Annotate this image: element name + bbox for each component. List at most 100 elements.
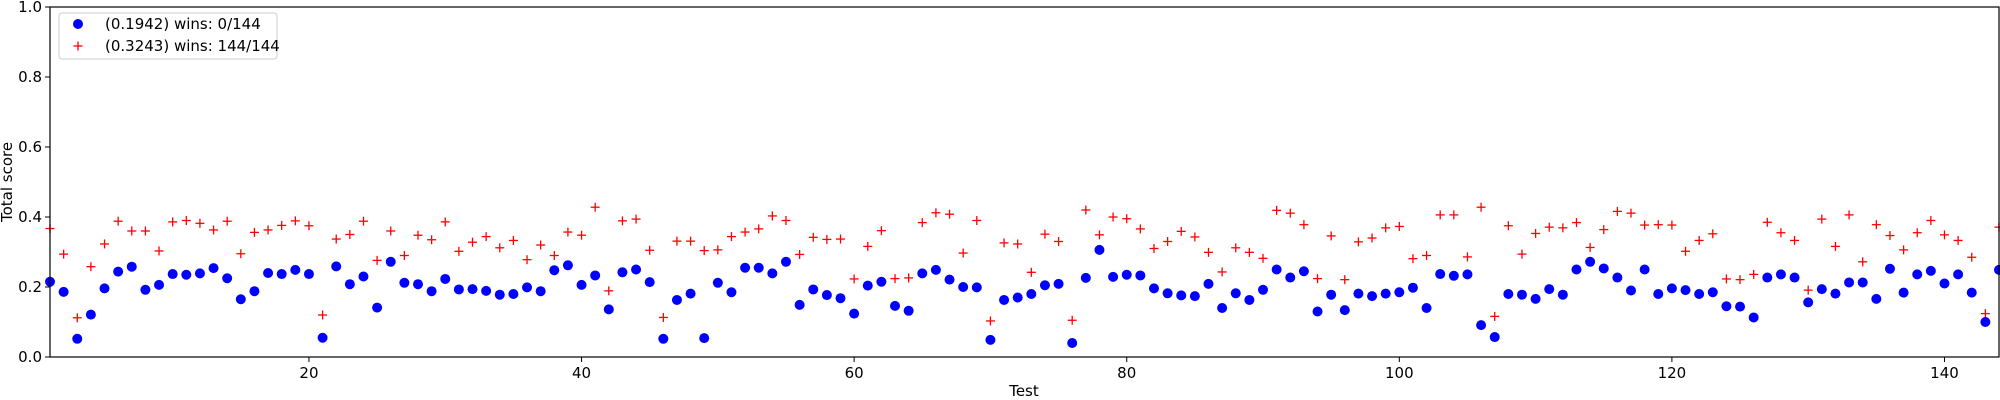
series-1-point	[1080, 272, 1091, 283]
series-2-point	[1640, 220, 1650, 230]
series-1-point	[1394, 287, 1405, 298]
series-2-point	[386, 226, 396, 236]
series-1-point	[631, 264, 642, 275]
series-1-point	[1721, 301, 1732, 312]
series-2-point	[222, 216, 232, 226]
series-2-point	[1163, 237, 1173, 246]
series-2-point	[863, 241, 873, 251]
series-2-point	[1040, 229, 1050, 239]
series-1-point	[303, 269, 314, 280]
series-2-point	[1708, 229, 1718, 239]
series-2-point	[549, 251, 559, 260]
series-1-point	[699, 333, 710, 344]
series-2-point	[1094, 230, 1104, 240]
series-1-point	[1925, 265, 1936, 276]
series-2-point	[1585, 242, 1595, 252]
series-2-point	[631, 214, 641, 224]
series-1-point	[1176, 290, 1187, 301]
series-2-point	[836, 234, 846, 244]
series-1-point	[944, 274, 955, 285]
series-1-point	[399, 277, 410, 288]
series-1-point	[249, 286, 260, 297]
series-1-point	[1407, 282, 1418, 293]
series-2-point	[536, 240, 546, 250]
series-1-point	[1026, 289, 1037, 299]
series-2-point	[1612, 206, 1622, 216]
series-2-point	[399, 251, 409, 260]
series-2-point	[767, 211, 777, 221]
series-1-point	[290, 264, 301, 275]
series-2-point	[1122, 214, 1132, 224]
legend-marker-series-2	[73, 41, 83, 51]
series-1-point	[1189, 291, 1200, 302]
series-2-point	[522, 255, 532, 265]
series-2-point	[1653, 220, 1663, 230]
series-1-point	[1789, 272, 1800, 283]
series-1-point	[549, 265, 560, 276]
series-2-point	[904, 273, 914, 283]
series-2-point	[699, 246, 709, 256]
series-1-point	[753, 262, 764, 273]
series-2-point	[1394, 221, 1404, 231]
legend-box	[58, 12, 278, 60]
series-1-point	[126, 261, 137, 272]
series-2-point	[140, 226, 150, 236]
series-2-point	[318, 310, 328, 320]
x-axis-ticks: 20 40 60 80 100 120 140	[299, 357, 1959, 382]
y-axis-label: Total score	[0, 142, 16, 223]
series-2-point	[1299, 220, 1309, 230]
series-1-point	[1039, 280, 1050, 291]
series-2-point	[1980, 309, 1990, 319]
series-2-point	[1340, 275, 1350, 285]
series-2-point	[440, 217, 450, 227]
series-1-point	[467, 284, 478, 295]
series-2-point	[1149, 244, 1159, 253]
series-2-point	[958, 248, 968, 258]
series-1-point	[617, 267, 628, 278]
series-1-point	[1816, 284, 1827, 295]
series-2-point	[1244, 247, 1254, 257]
series-1-point	[1939, 278, 1950, 289]
series-1-point	[426, 286, 437, 297]
series-2-point	[249, 227, 259, 237]
series-2-point	[495, 243, 505, 253]
series-1-point	[917, 268, 928, 279]
series-1-point	[1312, 306, 1323, 317]
series-1-point	[481, 285, 492, 296]
series-1-point	[235, 294, 246, 305]
series-2-point	[617, 216, 627, 226]
series-2-point	[686, 236, 696, 246]
series-2-point	[972, 216, 982, 225]
series-1-point	[603, 304, 614, 315]
x-tick-label: 40	[572, 364, 591, 382]
y-tick-label: 1.0	[18, 0, 42, 16]
series-2-point	[290, 216, 300, 226]
series-2-point	[1462, 252, 1472, 262]
series-2-point	[672, 236, 682, 246]
series-2-point	[917, 218, 927, 228]
series-1-point	[1271, 264, 1282, 275]
series-1-point	[1626, 285, 1637, 296]
series-2-point	[1776, 228, 1786, 238]
series-2-point	[754, 224, 764, 234]
y-tick-label: 0.2	[18, 278, 42, 296]
series-1-point	[726, 287, 737, 298]
series-1-point	[208, 263, 219, 274]
series-1-point	[1884, 263, 1895, 274]
series-1-point	[1230, 288, 1241, 299]
series-1-point	[576, 279, 587, 290]
series-1-point	[821, 290, 832, 301]
series-1-point	[1980, 317, 1991, 327]
series-1-point	[671, 294, 682, 305]
series-2-point	[1544, 222, 1554, 232]
x-tick-label: 140	[1930, 364, 1959, 382]
series-1-point	[372, 302, 383, 313]
series-2-point	[945, 209, 955, 219]
series-2-point	[563, 227, 573, 237]
series-1-point	[1244, 294, 1255, 305]
series-1-point	[194, 268, 205, 279]
series-1-point	[1571, 264, 1582, 275]
series-1-point	[1012, 292, 1023, 303]
series-2-point	[1476, 202, 1486, 212]
series-1-point	[453, 284, 464, 295]
